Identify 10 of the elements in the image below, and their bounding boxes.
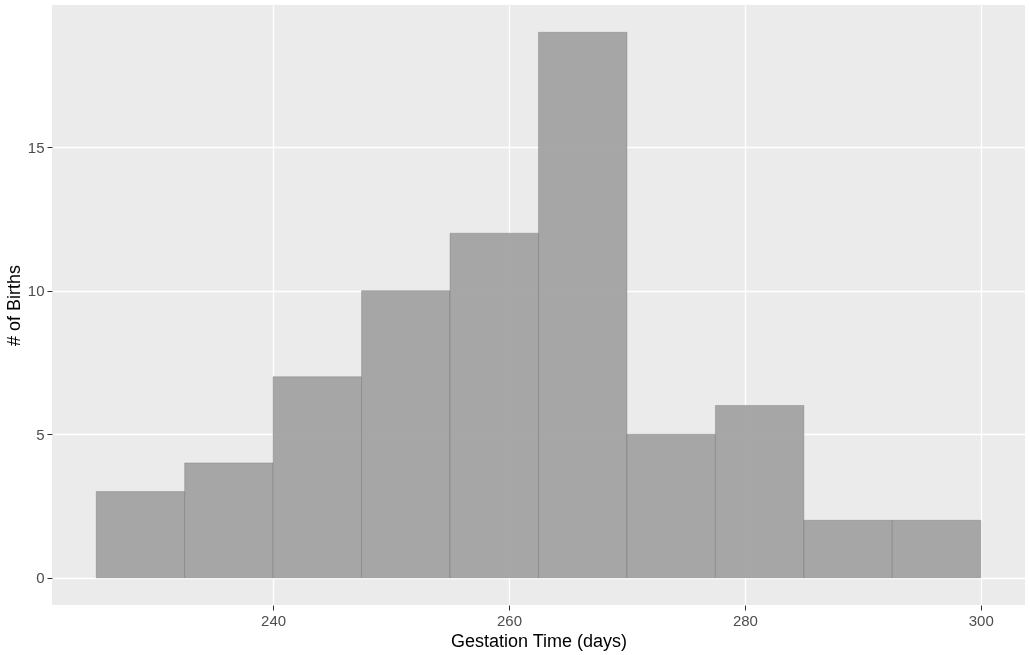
x-tick-label: 300 (968, 611, 994, 629)
y-tick-label: 15 (27, 138, 45, 156)
x-tick-label: 280 (732, 611, 758, 629)
y-tick-label: 5 (36, 425, 45, 443)
y-axis-title: # of Births (3, 264, 24, 347)
x-tick-label: 240 (261, 611, 287, 629)
y-tick-label: 0 (36, 569, 45, 587)
y-tick-label: 10 (27, 282, 45, 300)
x-axis-title: Gestation Time (days) (450, 630, 628, 651)
x-tick-label: 260 (497, 611, 523, 629)
